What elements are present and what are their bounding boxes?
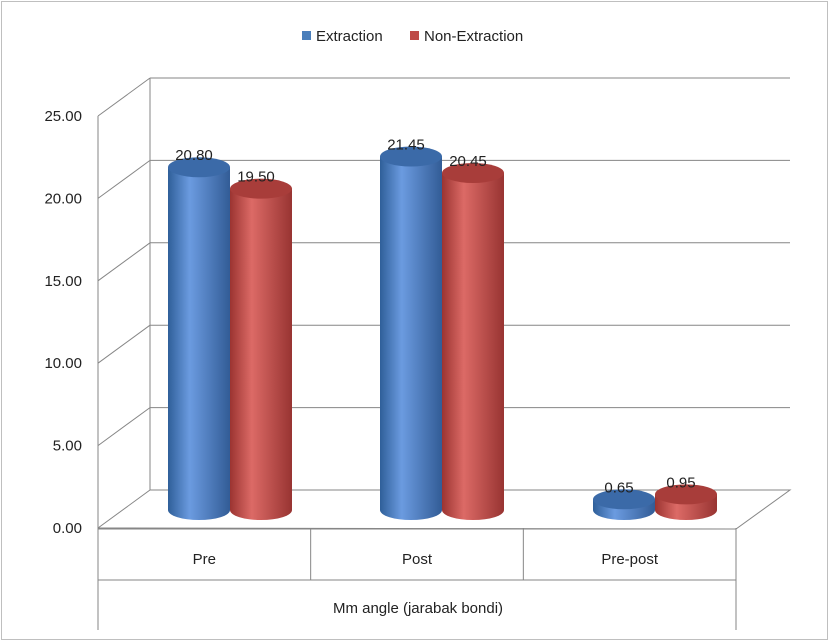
- data-label: 20.45: [449, 153, 487, 170]
- gridline-side: [97, 324, 151, 364]
- axis-layer: 0.00 5.00 10.00 15.00 20.00 25.00 Pre Post Pre-p…: [44, 108, 737, 630]
- gridline-side: [97, 242, 151, 282]
- y-tick-label: 20.00: [44, 190, 82, 207]
- gridline-side: [97, 77, 151, 117]
- legend-swatch: [410, 31, 419, 40]
- legend-label: Extraction: [316, 28, 383, 45]
- y-tick-label: 0.00: [53, 520, 82, 537]
- legend: Extraction Non-Extraction: [302, 28, 523, 45]
- y-tick-label: 5.00: [53, 438, 82, 455]
- bar-top: [230, 178, 292, 199]
- x-axis-title: Mm angle (jarabak bondi): [333, 600, 503, 617]
- data-label: 0.65: [604, 479, 633, 496]
- bar-extraction-pre: [168, 157, 230, 520]
- data-label: 19.50: [237, 169, 275, 186]
- bar-non-extraction-pre-post: [655, 484, 717, 520]
- bar-extraction-pre-post: [593, 489, 655, 520]
- bar-non-extraction-post: [442, 162, 504, 520]
- bar-top: [593, 489, 655, 510]
- data-label: 20.80: [175, 147, 213, 164]
- bar-non-extraction-pre: [230, 178, 292, 520]
- y-tick-label: 10.00: [44, 355, 82, 372]
- legend-swatch: [302, 31, 311, 40]
- y-tick-label: 25.00: [44, 108, 82, 125]
- bar-top: [168, 157, 230, 178]
- legend-label: Non-Extraction: [424, 28, 523, 45]
- data-label: 21.45: [387, 137, 425, 154]
- bar-extraction-post: [380, 146, 442, 520]
- gridline-side: [97, 407, 151, 447]
- bar-top: [442, 162, 504, 183]
- category-label: Post: [402, 551, 433, 568]
- bar-body: [168, 167, 230, 520]
- category-label: Pre-post: [601, 551, 659, 568]
- bar-top: [655, 484, 717, 505]
- label-layer: 20.80 21.45 0.65 19.50 20.45 0.95: [175, 137, 695, 497]
- bar-body: [442, 172, 504, 520]
- y-tick-label: 15.00: [44, 273, 82, 290]
- category-label: Pre: [193, 551, 216, 568]
- bar-layer: [168, 146, 717, 520]
- bar-body: [380, 156, 442, 520]
- gridline-side: [97, 159, 151, 199]
- bar-body: [230, 188, 292, 520]
- data-label: 0.95: [666, 474, 695, 491]
- bar-top: [380, 146, 442, 167]
